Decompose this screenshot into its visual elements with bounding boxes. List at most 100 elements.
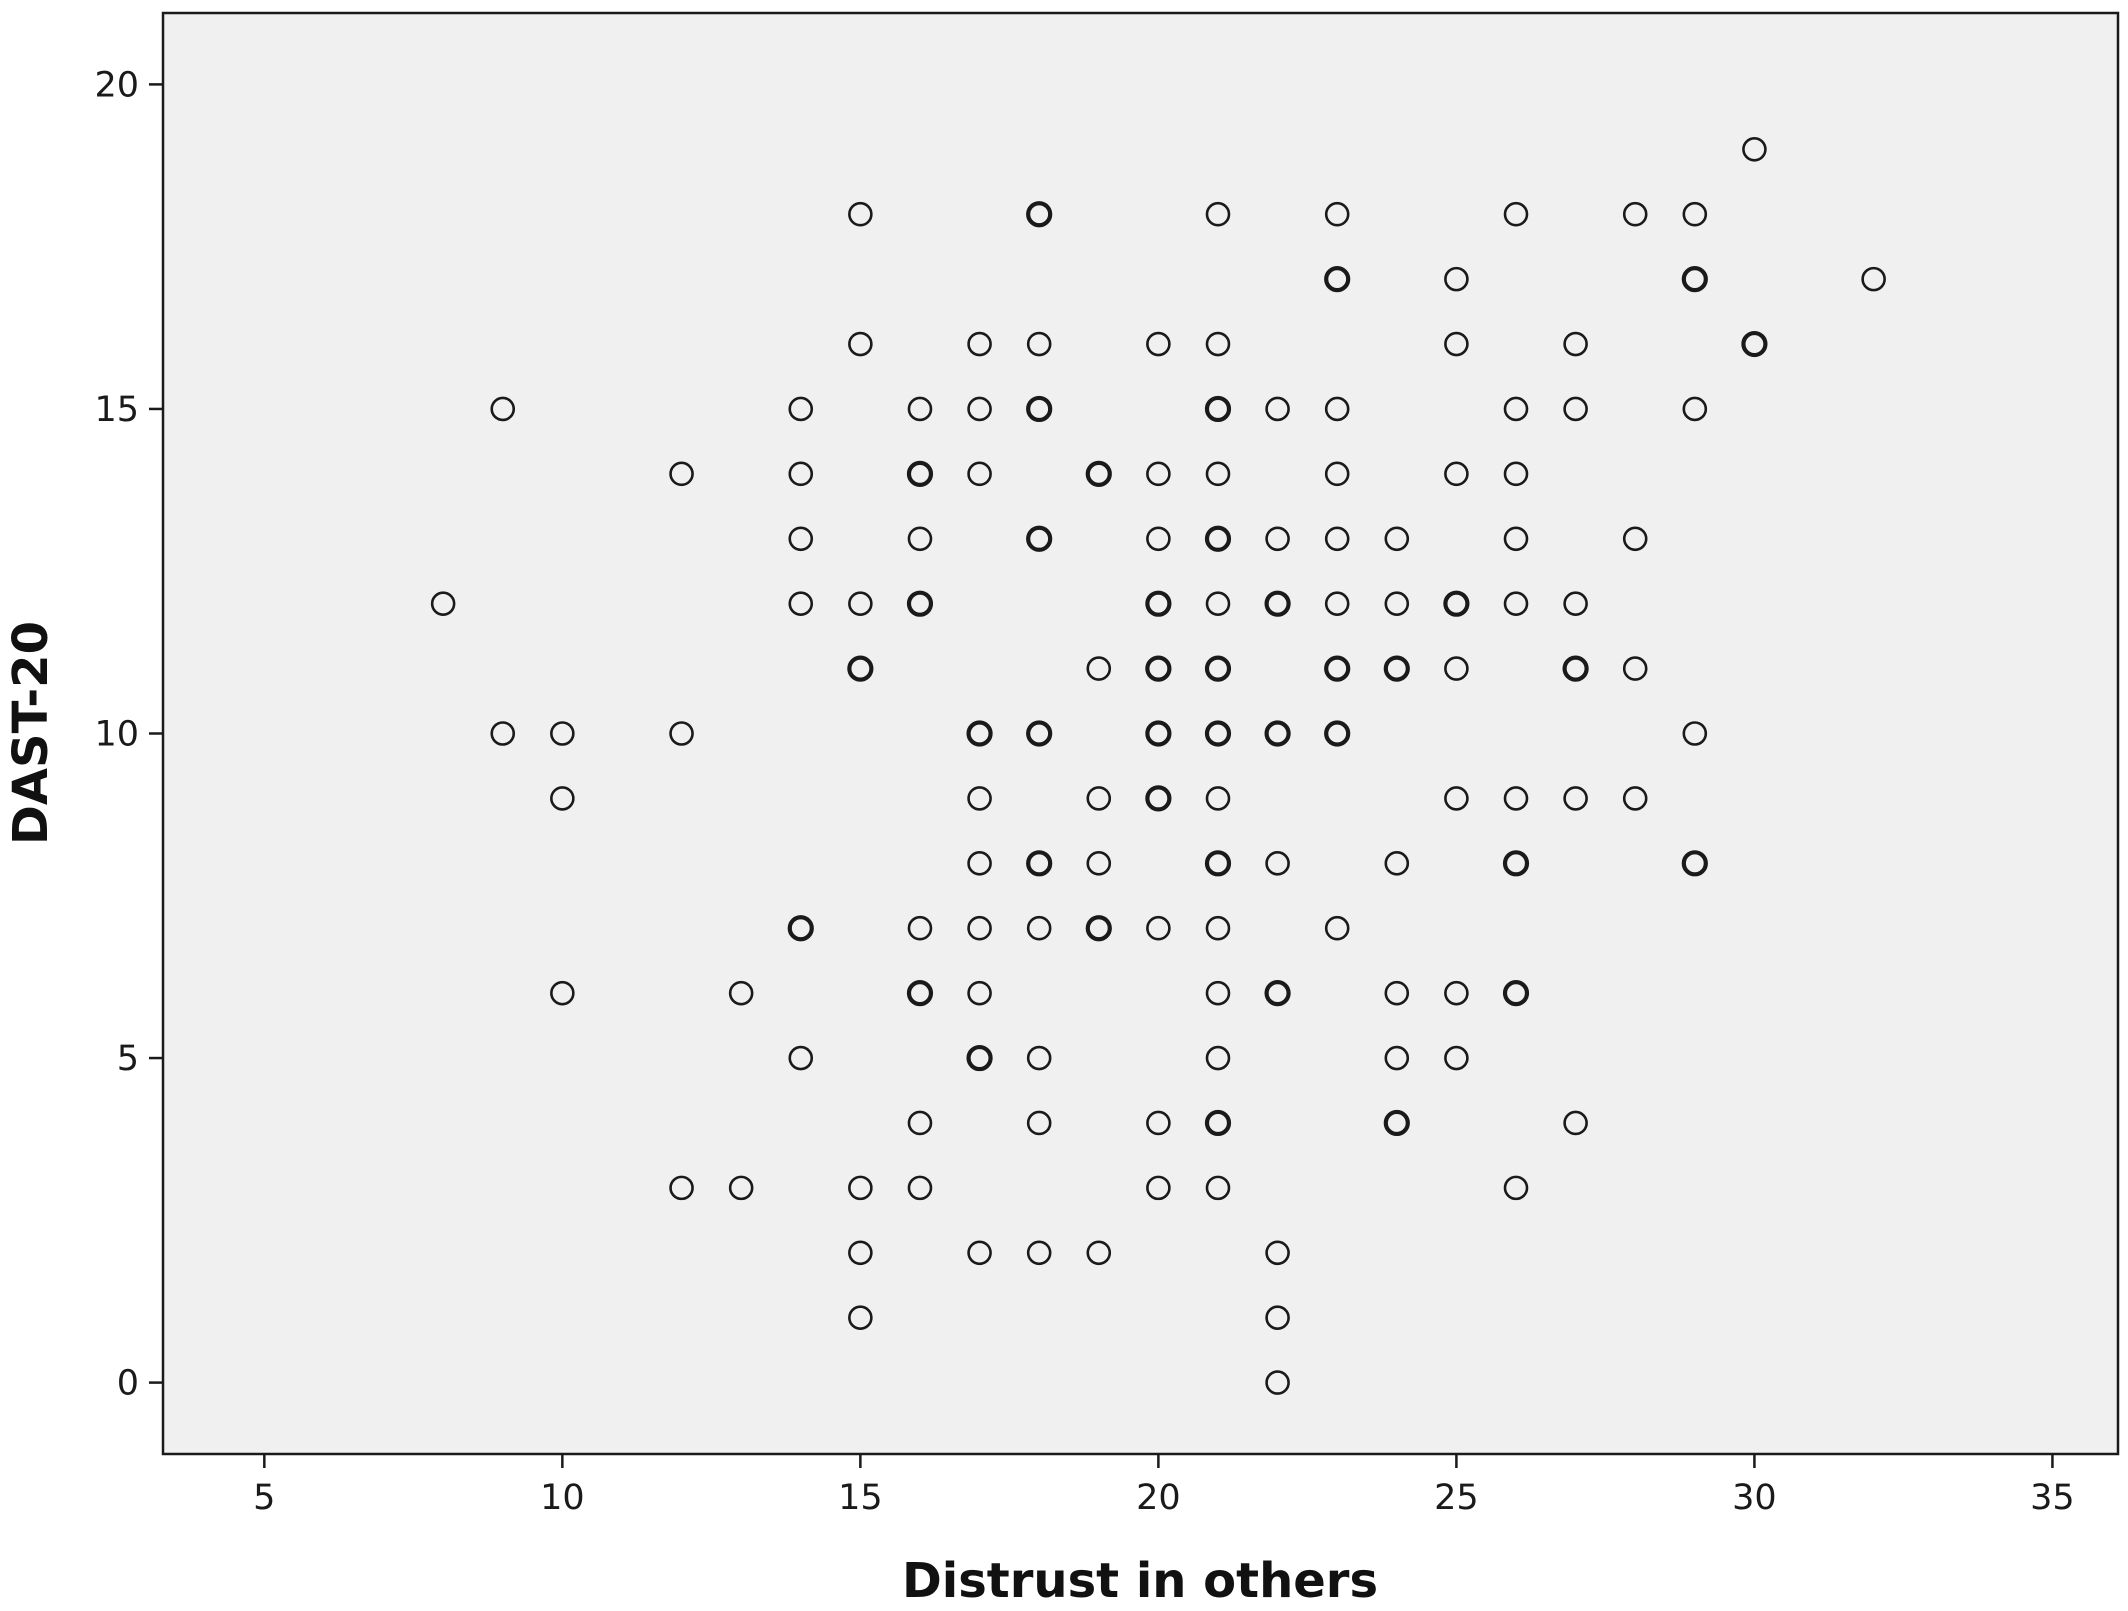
data-point [967, 461, 992, 487]
y-tick-label: 15 [94, 390, 139, 430]
data-point [1265, 396, 1290, 422]
data-point [1146, 331, 1171, 357]
data-point [490, 396, 516, 422]
data-point [967, 851, 992, 876]
data-point [1145, 720, 1172, 747]
data-point [1503, 396, 1529, 422]
data-point [1085, 460, 1112, 487]
data-point [788, 461, 814, 487]
x-tick-label: 15 [838, 1478, 883, 1518]
data-point [1444, 1045, 1469, 1071]
data-point [1026, 395, 1053, 423]
data-point [669, 721, 694, 746]
data-point [1265, 1305, 1290, 1330]
data-points [430, 137, 1886, 1395]
data-point [966, 720, 993, 747]
data-point [848, 331, 873, 357]
data-point [1205, 461, 1231, 487]
data-point [1563, 591, 1588, 616]
data-point [1085, 915, 1112, 942]
data-point [1324, 396, 1350, 422]
data-point [967, 396, 992, 422]
data-point [1324, 720, 1351, 747]
data-point [907, 1175, 933, 1201]
data-point [1682, 201, 1708, 227]
data-point [550, 980, 575, 1006]
data-point [1265, 1240, 1290, 1266]
data-point [1622, 786, 1648, 811]
y-axis-title: DAST-20 [3, 621, 59, 845]
data-point [967, 331, 992, 357]
data-point [1026, 1240, 1052, 1266]
data-point [906, 590, 934, 617]
data-point [1324, 266, 1351, 293]
data-point [1384, 1045, 1410, 1071]
data-point [1086, 786, 1112, 811]
data-point [1503, 786, 1529, 811]
data-point [788, 396, 814, 422]
data-point [1086, 656, 1112, 681]
x-tick-label: 5 [253, 1478, 275, 1518]
data-point [1444, 656, 1469, 681]
data-point [1324, 526, 1350, 552]
data-point [1205, 915, 1231, 941]
data-point [669, 461, 694, 487]
data-point [1444, 331, 1469, 357]
data-point [1681, 266, 1708, 293]
data-point [1205, 331, 1231, 357]
data-point [1265, 1370, 1290, 1395]
data-point [1265, 851, 1290, 876]
data-point [550, 786, 575, 811]
data-point [967, 915, 992, 941]
data-point [907, 1110, 933, 1136]
data-point [848, 1240, 873, 1266]
data-point [1503, 1175, 1529, 1201]
data-point [1324, 591, 1350, 616]
data-point [430, 591, 456, 616]
data-point [728, 1175, 754, 1201]
data-point [1563, 786, 1588, 811]
data-point [966, 1044, 993, 1072]
x-axis: 5 10 15 20 25 30 35 [253, 1454, 2075, 1518]
data-point [967, 980, 992, 1006]
data-point [967, 1240, 992, 1266]
x-tick-label: 20 [1136, 1478, 1181, 1518]
data-point [1503, 461, 1529, 487]
data-point [1205, 1045, 1231, 1071]
data-point [1562, 655, 1589, 682]
data-point [1146, 1175, 1171, 1201]
data-point [1383, 655, 1410, 682]
data-point [1205, 980, 1231, 1006]
data-point [1145, 590, 1172, 617]
data-point [1682, 721, 1708, 746]
data-point [848, 1175, 873, 1201]
data-point [1204, 1109, 1232, 1137]
data-point [1384, 980, 1410, 1006]
data-point [1026, 331, 1052, 357]
data-point [1384, 526, 1410, 552]
data-point [728, 980, 754, 1006]
data-point [1204, 720, 1232, 747]
data-point [907, 396, 933, 422]
data-point [1622, 526, 1648, 552]
data-point [1204, 850, 1232, 877]
data-point [1503, 526, 1529, 552]
data-point [1503, 201, 1529, 227]
data-point [1622, 656, 1648, 681]
data-point [1205, 201, 1231, 227]
data-point [1204, 395, 1232, 423]
data-point [1444, 266, 1469, 292]
data-point [1622, 201, 1648, 227]
y-tick-label: 20 [94, 65, 139, 105]
data-point [1145, 655, 1172, 682]
data-point [1264, 720, 1291, 747]
plot-area [161, 11, 2120, 1456]
data-point [1681, 850, 1708, 877]
data-point [1383, 1109, 1410, 1137]
data-point [907, 526, 933, 552]
data-point [906, 980, 934, 1007]
data-point [848, 591, 873, 616]
data-point [1741, 330, 1768, 358]
data-point [1205, 1175, 1231, 1201]
